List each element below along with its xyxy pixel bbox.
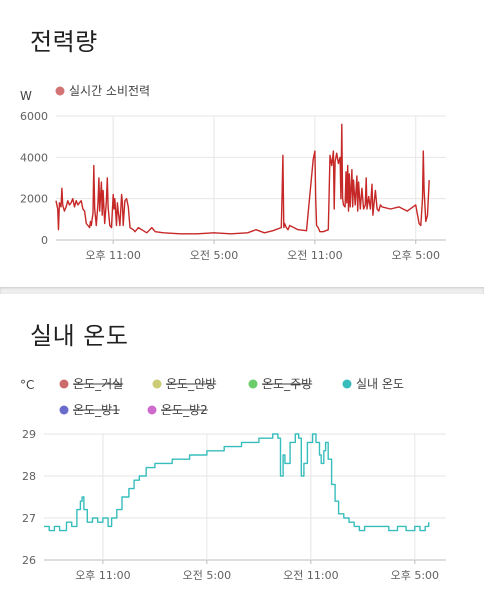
legend-item[interactable]: 온도_거실 (59, 377, 124, 391)
y-tick-label: 29 (22, 428, 36, 441)
card-divider (0, 287, 484, 294)
legend-swatch (147, 405, 157, 415)
legend-item[interactable]: 실내 온도 (342, 377, 404, 391)
power-chart[interactable]: W 실시간 소비전력 0 2000 4000 6000 오후 11:00 오전 5:00 오전 … (0, 0, 484, 287)
legend-label: 실내 온도 (356, 377, 404, 391)
legend-swatch (342, 379, 352, 389)
y-tick-label: 2000 (20, 193, 48, 206)
x-tick-label: 오전 11:00 (287, 249, 342, 262)
legend-swatch (59, 405, 69, 415)
legend-swatch (55, 86, 65, 96)
legend-label: 실시간 소비전력 (69, 84, 150, 98)
y-axis-unit: W (20, 89, 32, 103)
legend-swatch (152, 379, 162, 389)
x-tick-label: 오전 11:00 (283, 569, 338, 582)
x-tick-label: 오전 5:00 (190, 249, 238, 262)
y-tick-label: 26 (22, 554, 36, 567)
temperature-card-title: 실내 온도 (30, 322, 129, 350)
legend-swatch (248, 379, 258, 389)
x-tick-label: 오전 5:00 (183, 569, 231, 582)
legend-item[interactable]: 온도_방2 (147, 403, 208, 417)
y-tick-label: 4000 (20, 151, 48, 164)
y-axis-unit: °C (20, 378, 34, 392)
x-tick-label: 오후 5:00 (391, 569, 439, 582)
power-card: 전력량 W 실시간 소비전력 0 2000 4000 6000 오후 11:00 오전 5:0… (0, 0, 484, 287)
series-line (44, 433, 430, 532)
x-tick-label: 오후 11:00 (75, 569, 130, 582)
legend-item[interactable]: 실시간 소비전력 (55, 84, 151, 98)
legend-item[interactable]: 온도_안방 (152, 377, 217, 391)
y-tick-label: 27 (22, 512, 36, 525)
y-tick-label: 0 (41, 234, 48, 247)
power-card-title: 전력량 (30, 28, 98, 56)
series-line (55, 123, 430, 235)
y-tick-label: 6000 (20, 110, 48, 123)
legend-item[interactable]: 온도_방1 (59, 403, 120, 417)
y-tick-label: 28 (22, 470, 36, 483)
x-tick-label: 오후 5:00 (392, 249, 440, 262)
legend-swatch (59, 379, 69, 389)
legend-item[interactable]: 온도_주방 (248, 377, 313, 391)
x-tick-label: 오후 11:00 (85, 249, 140, 262)
